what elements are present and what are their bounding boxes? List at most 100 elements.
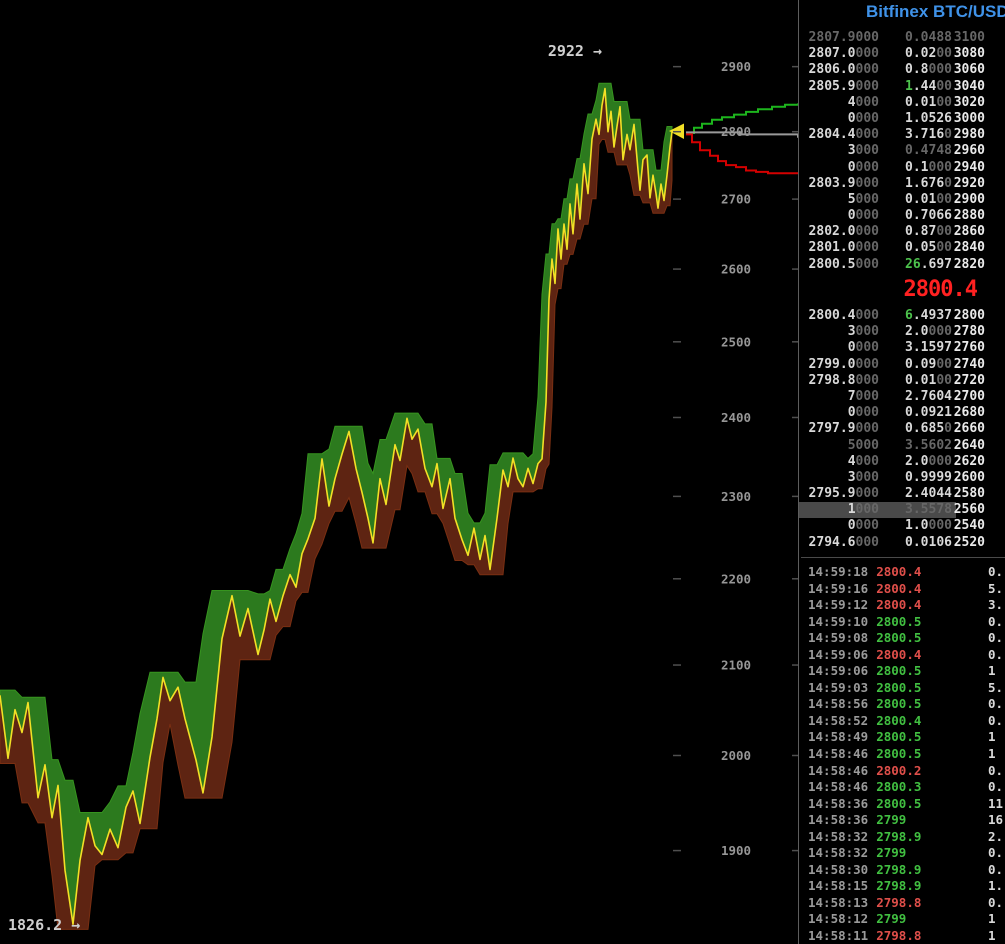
trade-row: 14:59:10 2800.5 0.: [799, 614, 1005, 631]
ask-row[interactable]: 2807.0000 0.0200 3080: [799, 46, 1005, 62]
ask-row[interactable]: 2803.9000 1.6760 2920: [799, 176, 1005, 192]
price-segment: 000: [855, 175, 879, 191]
trade-row: 14:59:06 2800.5 1: [799, 663, 1005, 680]
axis-tick-label: 2400: [721, 410, 751, 425]
trade-price: 2798.9: [876, 828, 922, 844]
trade-time: 14:59:10: [808, 613, 869, 629]
ask-row[interactable]: 2805.9000 1.4400 3040: [799, 79, 1005, 95]
trade-row: 14:58:49 2800.5 1: [799, 729, 1005, 746]
bid-row[interactable]: 2794.6000 0.0106 2520: [799, 535, 1005, 551]
amount-cell: 0.0100: [879, 95, 952, 111]
amount-cell: 3.5602: [879, 438, 952, 454]
bid-row[interactable]: 3000 0.9999 2600: [799, 470, 1005, 486]
amount-segment: 0.7066: [905, 208, 952, 224]
trade-amount: 1: [988, 729, 996, 745]
ask-row[interactable]: 2806.0000 0.8000 3060: [799, 62, 1005, 78]
ask-row[interactable]: 2807.9000 0.0488 3100: [799, 30, 1005, 46]
trade-row: 14:59:08 2800.5 0.: [799, 630, 1005, 647]
trade-time: 14:58:15: [808, 878, 869, 894]
amount-segment: 3.5602: [905, 437, 952, 453]
bid-row[interactable]: 0000 3.1597 2760: [799, 340, 1005, 356]
price-chart[interactable]: 2900 2800 2700 2600 2500 2400 2300 2200 2100 2000…: [0, 0, 798, 944]
ask-row[interactable]: 4000 0.0100 3020: [799, 95, 1005, 111]
bid-row[interactable]: 0000 1.0000 2540: [799, 518, 1005, 534]
ask-row[interactable]: 0000 0.7066 2880: [799, 208, 1005, 224]
ask-row[interactable]: 3000 0.4748 2960: [799, 143, 1005, 159]
price-segment: 5000: [847, 437, 879, 453]
price-segment: 2795.9: [808, 486, 856, 502]
amount-segment: 0.01: [905, 191, 937, 207]
trade-row: 14:58:36 2799 16: [799, 812, 1005, 829]
price-segment: 000: [855, 256, 879, 272]
amount-cell: 0.9999: [879, 470, 952, 486]
price-cell: 2805.9000: [799, 79, 879, 95]
ask-row[interactable]: 2801.0000 0.0500 2840: [799, 240, 1005, 256]
amount-segment: 6: [905, 308, 913, 323]
ask-row[interactable]: 0000 1.0526 3000: [799, 111, 1005, 127]
amount-segment: 00: [936, 46, 952, 62]
trade-row: 14:58:30 2798.9 0.: [799, 862, 1005, 879]
depth-scale-label: 2720: [953, 372, 985, 388]
session-high-annotation: 2922 →: [548, 42, 602, 60]
amount-cell: 0.7066: [879, 208, 952, 224]
bid-row[interactable]: 0000 0.0921 2680: [799, 405, 1005, 421]
trade-amount: 0.: [988, 861, 1004, 877]
ask-row[interactable]: 0000 0.1000 2940: [799, 160, 1005, 176]
price-segment: 000: [855, 308, 879, 323]
amount-cell: 0.0488: [879, 30, 952, 46]
price-segment: 2799.0: [808, 356, 856, 372]
axis-tick-label: 2100: [721, 658, 751, 673]
bid-row[interactable]: 2800.4000 6.4937 2800: [799, 308, 1005, 324]
price-segment: 1: [847, 502, 856, 518]
last-price-display: 2800.4: [903, 277, 978, 302]
trade-time: 14:58:52: [808, 712, 869, 728]
amount-cell: 1.6760: [879, 176, 952, 192]
bid-row[interactable]: 7000 2.7604 2700: [799, 389, 1005, 405]
price-segment: 5: [847, 191, 856, 207]
bid-row[interactable]: 2795.9000 2.4044 2580: [799, 486, 1005, 502]
axis-tick-label: 2500: [721, 334, 751, 349]
trade-time: 14:59:18: [808, 564, 869, 579]
price-cell: 4000: [799, 454, 879, 470]
price-segment: 0: [847, 208, 856, 224]
price-cell: 3000: [799, 470, 879, 486]
price-cell: 0000: [799, 160, 879, 176]
bid-row[interactable]: 1000 3.5578 2560: [799, 502, 1005, 519]
trade-amount: 0.: [988, 696, 1004, 712]
price-cell: 2799.0000: [799, 357, 879, 373]
depth-scale-label: 2900: [953, 191, 985, 207]
trade-amount: 0.: [988, 712, 1004, 728]
bid-row[interactable]: 4000 2.0000 2620: [799, 454, 1005, 470]
bid-row[interactable]: 2797.9000 0.6850 2660: [799, 421, 1005, 437]
ask-row[interactable]: 5000 0.0100 2900: [799, 192, 1005, 208]
price-segment: 3: [847, 324, 856, 340]
bid-row[interactable]: 3000 2.0000 2780: [799, 324, 1005, 340]
price-cell: 2804.4000: [799, 127, 879, 143]
price-segment: 2798.8: [808, 372, 856, 388]
amount-cell: 0.0921: [879, 405, 952, 421]
amount-segment: 0.0106: [905, 534, 952, 550]
trade-row: 14:59:16 2800.4 5.: [799, 581, 1005, 598]
bid-row[interactable]: 5000 3.5602 2640: [799, 438, 1005, 454]
ask-row[interactable]: 2800.5000 26.697 2820: [799, 257, 1005, 273]
ask-row[interactable]: 2804.4000 3.7160 2980: [799, 127, 1005, 143]
bid-row[interactable]: 2799.0000 0.0900 2740: [799, 357, 1005, 373]
market-title[interactable]: Bitfinex BTC/USD: [866, 2, 1005, 21]
depth-scale-label: 2740: [953, 356, 985, 372]
trade-amount: 0.: [988, 630, 1004, 646]
amount-segment: 3.716: [905, 127, 945, 143]
price-segment: 7: [847, 388, 856, 404]
trade-row: 14:58:32 2798.9 2.: [799, 829, 1005, 846]
ask-row[interactable]: 2802.0000 0.8700 2860: [799, 224, 1005, 240]
amount-cell: 0.0100: [879, 373, 952, 389]
trade-price: 2800.4: [876, 564, 922, 579]
trade-price: 2800.4: [876, 712, 922, 728]
price-segment: 000: [855, 502, 879, 518]
amount-segment: 3.5578: [905, 502, 952, 518]
depth-scale-label: 2660: [953, 421, 985, 437]
trade-time: 14:58:46: [808, 762, 869, 778]
bid-row[interactable]: 2798.8000 0.0100 2720: [799, 373, 1005, 389]
trade-amount: 1: [988, 746, 996, 762]
amount-segment: 0.05: [905, 240, 937, 256]
price-cell: 2798.8000: [799, 373, 879, 389]
